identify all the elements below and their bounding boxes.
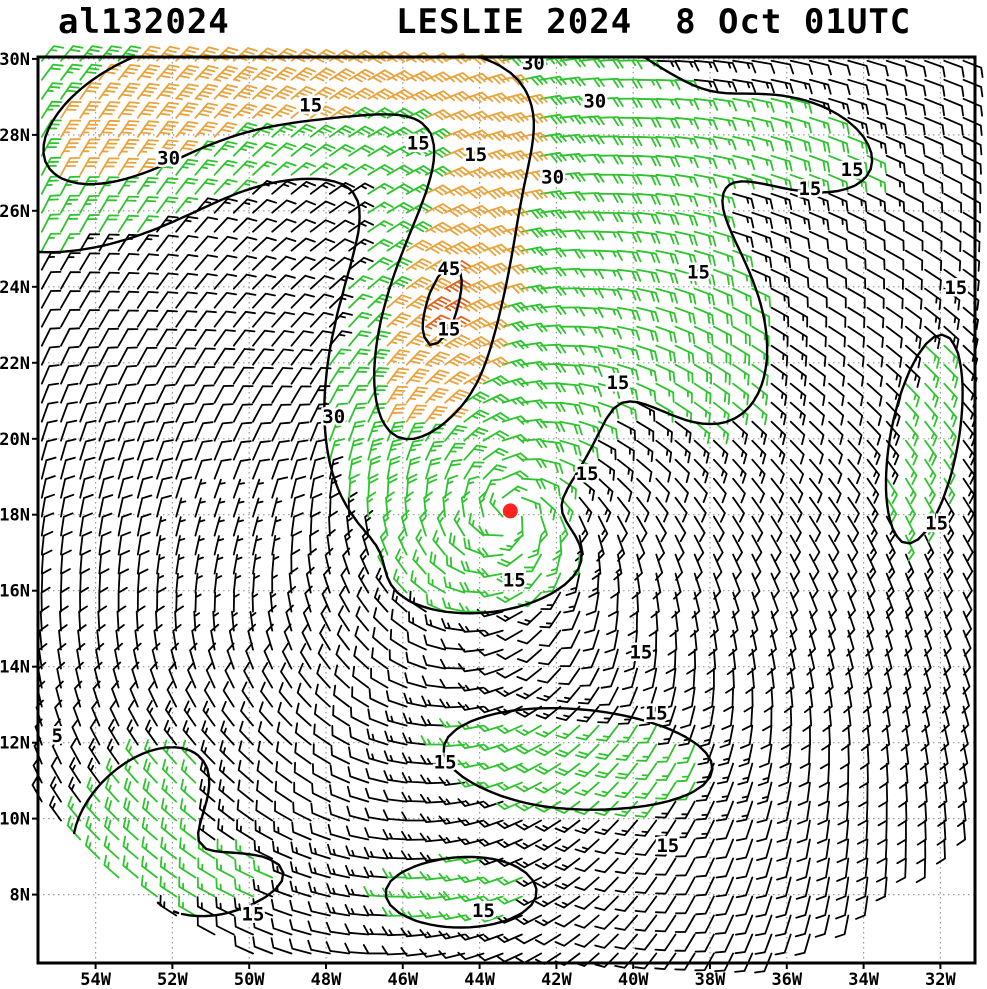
isotach-label: 15 [656,835,679,857]
isotach-label: 15 [841,159,864,181]
isotach-label: 15 [798,178,821,200]
x-tick-label: 44W [464,970,495,989]
y-tick-label: 20N [0,430,30,450]
axis-ticks [32,57,942,969]
y-tick-label: 24N [0,278,30,298]
isotach-label: 30 [157,148,180,170]
isotach-label: 30 [583,91,606,113]
isotach-label: 15 [472,900,495,922]
isotach-label: 15 [434,752,457,774]
isotach-30kt [42,55,535,441]
isotach-label: 15 [606,372,629,394]
isotach-label: 30 [541,167,564,189]
x-tick-label: 50W [234,970,265,989]
x-tick-label: 38W [695,970,726,989]
storm-center-marker [502,503,518,519]
x-tick-label: 52W [157,970,188,989]
y-tick-label: 18N [0,506,30,526]
x-tick-label: 46W [387,970,418,989]
isotach-label: 15 [503,569,526,591]
isotach-label: 30 [322,406,345,428]
y-tick-label: 22N [0,354,30,374]
storm-id-label: al132024 [58,2,230,42]
y-tick-label: 12N [0,734,30,754]
isotach-label: 15 [925,512,948,534]
isotach-label: 15 [242,904,265,926]
y-tick-label: 14N [0,658,30,678]
isotach-label: 15 [944,277,967,299]
isotach-label: 15 [299,95,322,117]
y-tick-label: 10N [0,810,30,830]
axis-tick-labels: 54W 52W 50W 48W 46W 44W 42W 40W 38W 36W 34W 32W 30N 2… [0,50,957,989]
isotach-label: 15 [464,144,487,166]
x-tick-label: 34W [848,970,879,989]
isotach-45kt [421,262,463,347]
isotach-label: 15 [407,133,430,155]
isotach-label: 15 [437,319,460,341]
chart-title: LESLIE 2024 8 Oct 01UTC [396,2,912,42]
wind-barbs-#2dc42d [40,45,959,923]
y-tick-label: 28N [0,126,30,146]
y-tick-label: 30N [0,50,30,70]
x-tick-label: 54W [80,970,111,989]
isotach-label: 15 [576,463,599,485]
isotach-label: 5 [51,725,62,747]
x-tick-label: 32W [925,970,956,989]
y-tick-label: 26N [0,202,30,222]
isotach-label: 15 [687,262,710,284]
isotach-label: 15 [629,642,652,664]
isotach-label: 15 [645,702,668,724]
y-tick-label: 8N [10,886,30,906]
isotach-label: 45 [437,258,460,280]
x-tick-label: 36W [771,970,802,989]
x-tick-label: 42W [541,970,572,989]
plot-frame [36,55,977,965]
x-tick-label: 48W [311,970,342,989]
y-tick-label: 16N [0,582,30,602]
x-tick-label: 40W [618,970,649,989]
